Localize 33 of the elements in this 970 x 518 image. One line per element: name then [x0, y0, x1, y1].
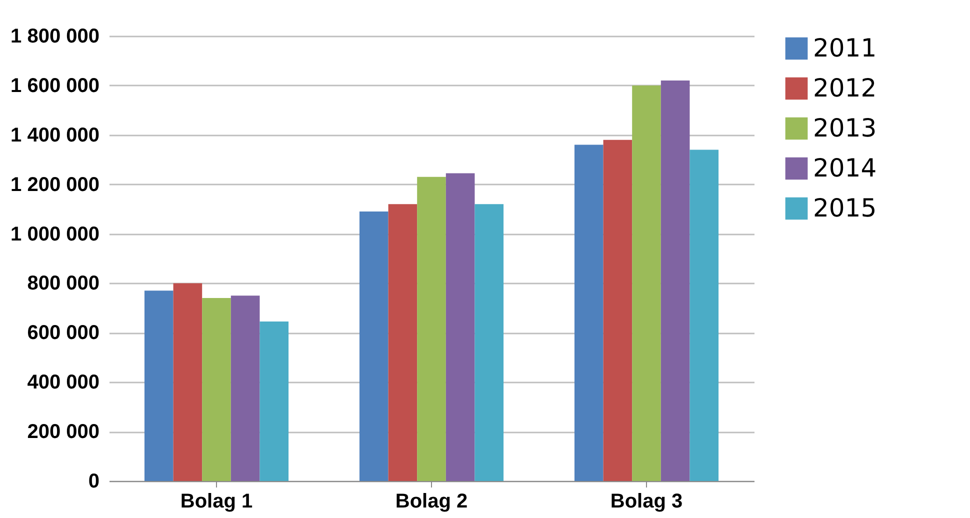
y-tick-label: 600 000 [27, 322, 100, 344]
bar [173, 283, 202, 481]
y-tick-label: 1 800 000 [10, 26, 100, 48]
bar [388, 204, 418, 481]
bar [446, 173, 475, 481]
y-tick-label: 800 000 [27, 272, 100, 295]
bar [417, 176, 446, 481]
y-tick-label: 200 000 [27, 421, 100, 444]
legend-label: 2014 [813, 154, 877, 182]
y-tick-label: 1 000 000 [10, 223, 100, 246]
bar [144, 290, 174, 481]
y-tick-label: 0 [88, 470, 100, 492]
y-tick-label: 1 400 000 [10, 124, 100, 146]
legend-label: 2015 [813, 194, 877, 222]
bar [230, 296, 260, 481]
legend-label: 2012 [813, 74, 877, 102]
legend-label: 2013 [813, 114, 877, 142]
y-tick-label: 400 000 [27, 372, 100, 394]
bar [690, 150, 719, 481]
bar [632, 85, 661, 481]
y-tick-label: 1 200 000 [10, 174, 100, 196]
bar [603, 140, 632, 481]
bar [359, 212, 388, 481]
bar [202, 298, 231, 481]
legend-label: 2011 [813, 34, 877, 62]
y-tick-label: 1 600 000 [10, 74, 100, 97]
x-tick-label: Bolag 3 [610, 490, 683, 512]
bar [474, 204, 504, 481]
x-tick-label: Bolag 2 [395, 490, 468, 512]
bar [574, 144, 604, 481]
bar [660, 80, 690, 481]
bar [260, 322, 289, 481]
x-tick-label: Bolag 1 [180, 490, 253, 512]
